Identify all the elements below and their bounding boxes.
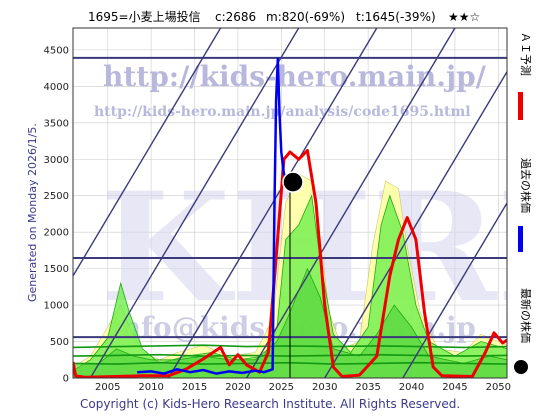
legend-latest-label: 最新の株価	[519, 288, 533, 343]
rating-stars: ★★☆	[448, 10, 480, 24]
trend-diagonal-line	[167, 28, 378, 378]
latest-price-dot	[282, 171, 304, 193]
y-tick-label: 3000	[44, 155, 69, 166]
x-tick-label: 2010	[138, 382, 163, 393]
y-tick-label: 2500	[44, 191, 69, 202]
plot-frame	[72, 27, 508, 379]
y-tick-label: 1000	[44, 301, 69, 312]
copyright-footer: Copyright (c) Kids-Hero Research Institu…	[80, 397, 460, 411]
legend-forecast-label: ＡＩ予測	[519, 32, 533, 76]
x-tick-label: 2045	[442, 382, 467, 393]
y-tick-label: 4500	[44, 45, 69, 56]
y-tick-label: 0	[63, 374, 69, 385]
trend-diagonal-line	[73, 28, 222, 278]
x-tick-label: 2040	[399, 382, 424, 393]
watermark-khri: KHRI	[100, 160, 560, 336]
x-tick-label: 2050	[486, 382, 511, 393]
middle-value: m:820(-69%)	[266, 10, 345, 24]
target-value: t:1645(-39%)	[356, 10, 436, 24]
watermark-path: http://kids-hero.main.jp/analysis/code16…	[94, 104, 471, 120]
y-tick-label: 1500	[44, 264, 69, 275]
red-line-icon	[518, 92, 523, 120]
chart-title: 1695=小麦上場投信	[88, 9, 201, 24]
black-dot-icon	[514, 360, 528, 374]
x-tick-label: 2035	[355, 382, 380, 393]
blue-line-icon	[518, 226, 523, 252]
watermark-url: http://kids-hero.main.jp/	[103, 60, 487, 93]
trend-diagonal-line	[245, 28, 456, 378]
y-tick-label: 500	[50, 337, 69, 348]
y-tick-label: 3500	[44, 118, 69, 129]
x-tick-label: 2030	[312, 382, 337, 393]
current-price: c:2686	[215, 10, 256, 24]
legend-history-label: 過去の株価	[519, 158, 533, 213]
x-tick-label: 2020	[225, 382, 250, 393]
generated-date-note: Generated on Monday 2026/1/5.	[26, 123, 39, 302]
x-tick-label: 2015	[182, 382, 207, 393]
forecast-line	[73, 149, 507, 378]
trend-diagonal-line	[89, 28, 300, 378]
x-tick-label: 2005	[95, 382, 120, 393]
x-tick-label: 2025	[269, 382, 294, 393]
y-tick-label: 2000	[44, 228, 69, 239]
y-tick-label: 4000	[44, 82, 69, 93]
history-line	[137, 57, 291, 375]
trend-diagonal-line	[324, 70, 507, 378]
